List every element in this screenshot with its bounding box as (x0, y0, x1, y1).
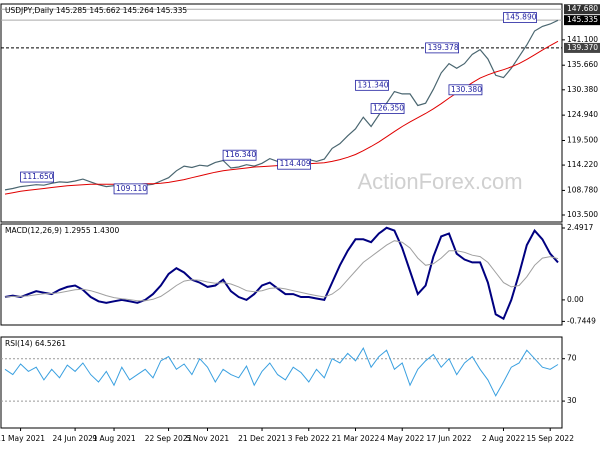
y-tick-label: 135.660 (567, 60, 598, 69)
annotation-label: 116.340 (225, 150, 256, 159)
annotation-label: 111.650 (23, 172, 54, 181)
annotation-box (370, 103, 405, 114)
annotation-box (113, 183, 148, 195)
x-tick-label: 15 Sep 2022 (526, 434, 574, 443)
panel-frame (0, 223, 563, 326)
series-line (4, 226, 559, 321)
x-tick-label: 9 Aug 2021 (92, 434, 135, 443)
y-tick-label: -0.7449 (567, 316, 596, 325)
annotation-box (448, 84, 483, 96)
annotation-label: 114.409 (280, 159, 311, 168)
annotation-label: 145.890 (505, 13, 536, 22)
annotation-box (222, 149, 257, 161)
level-label: 145.335 (567, 15, 598, 24)
level-tag (564, 15, 600, 26)
panel-title: RSI(14) 64.5261 (5, 339, 66, 348)
y-tick-label: 0.00 (567, 295, 584, 304)
y-tick-label: 70 (567, 354, 577, 363)
annotation-box (20, 171, 54, 183)
panel-title: USDJPY,Daily 145.285 145.662 145.264 145… (5, 6, 187, 15)
x-tick-label: 11 May 2021 (0, 434, 45, 443)
level-tag (564, 42, 600, 53)
x-tick-label: 2 Aug 2022 (482, 434, 525, 443)
level-tag (564, 4, 600, 15)
x-tick-label: 3 Feb 2022 (288, 434, 330, 443)
series-line (4, 240, 559, 302)
y-tick-label: 2.4917 (567, 223, 593, 232)
annotation-label: 131.340 (357, 80, 388, 89)
watermark: ActionForex.com (357, 169, 522, 194)
panel-frame (0, 336, 563, 429)
x-tick-label: 21 Dec 2021 (238, 434, 286, 443)
series-line (4, 346, 559, 397)
x-tick-label: 4 May 2022 (380, 434, 424, 443)
x-tick-label: 21 Mar 2022 (332, 434, 380, 443)
panel-frame (0, 3, 563, 223)
y-tick-label: 141.100 (567, 35, 598, 44)
annotation-box (277, 158, 312, 170)
panel-title: MACD(12,26,9) 1.2955 1.4300 (5, 226, 119, 235)
annotation-label: 130.380 (451, 85, 482, 94)
annotation-box (425, 42, 459, 54)
annotation-box (355, 79, 389, 91)
level-label: 147.680 (567, 4, 598, 13)
x-tick-label: 24 Jun 2021 (53, 434, 98, 443)
level-label: 139.370 (567, 43, 598, 52)
annotation-label: 109.110 (116, 184, 147, 193)
y-tick-label: 130.380 (567, 85, 598, 94)
y-tick-label: 124.940 (567, 110, 598, 119)
annotation-label: 126.350 (373, 104, 404, 113)
x-tick-label: 17 Jun 2022 (426, 434, 471, 443)
annotation-label: 139.378 (428, 43, 459, 52)
y-tick-label: 30 (567, 396, 577, 405)
y-tick-label: 108.780 (567, 185, 598, 194)
y-tick-label: 114.220 (567, 160, 598, 169)
y-tick-label: 103.500 (567, 210, 598, 219)
y-tick-label: 119.500 (567, 135, 598, 144)
annotation-box (503, 12, 537, 23)
x-tick-label: 22 Sep 2021 (145, 434, 193, 443)
x-tick-label: 5 Nov 2021 (186, 434, 229, 443)
